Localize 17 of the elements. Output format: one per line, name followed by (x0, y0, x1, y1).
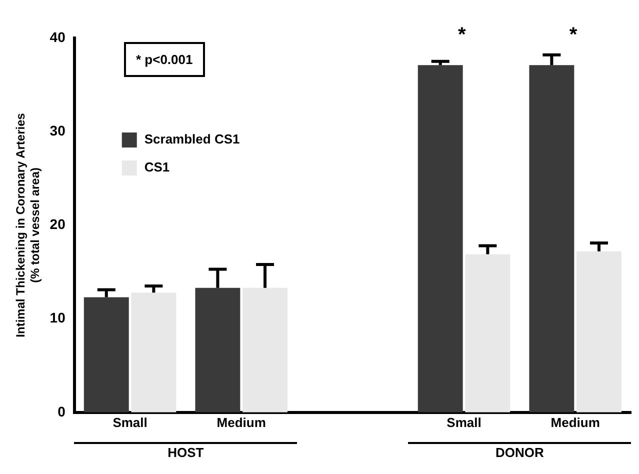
y-tick-label: 20 (50, 216, 66, 232)
x-tick-label: Medium (550, 414, 600, 430)
y-tick-label: 0 (58, 403, 66, 420)
y-tick-label: 30 (50, 122, 66, 138)
y-tick-label: 10 (50, 310, 66, 326)
x-tick-label: Small (112, 414, 148, 430)
x-tick-label: Small (446, 414, 482, 430)
annotation: * (569, 24, 578, 47)
text: DONOR (495, 445, 544, 460)
annotation: * p<0.001 (124, 42, 205, 77)
text: HOST (168, 445, 204, 460)
annotation: * (458, 24, 466, 47)
x-tick-label: Medium (216, 414, 266, 430)
y-axis-title: Intimal Thickening in Coronary Arteries (% total vessel area) (14, 112, 42, 338)
y-tick-label: 40 (50, 28, 66, 45)
legend-label: Scrambled CS1 (144, 132, 240, 147)
legend-label: CS1 (144, 160, 170, 175)
